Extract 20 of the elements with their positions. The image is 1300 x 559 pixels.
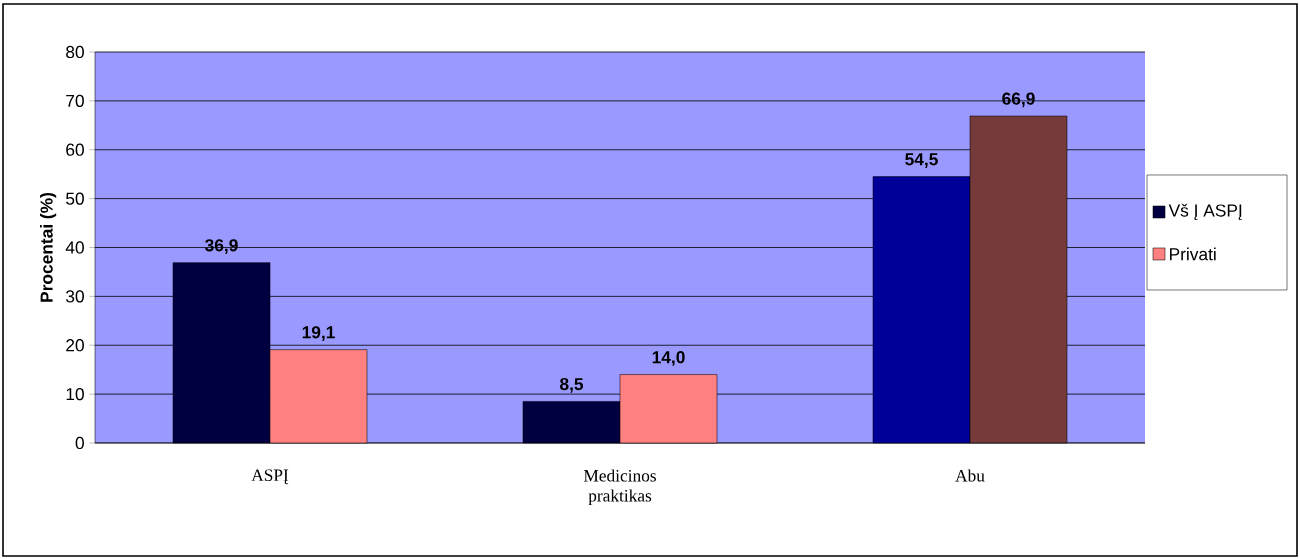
y-axis-title: Procentai (%) — [40, 192, 57, 302]
data-label: 54,5 — [905, 153, 938, 168]
legend-label: Vš Į ASPĮ — [1168, 203, 1242, 221]
y-tick-label: 80 — [66, 45, 84, 59]
x-tick-label: Medicinos praktikas — [583, 469, 656, 506]
data-label: 8,5 — [560, 377, 584, 393]
y-tick-label: 50 — [66, 192, 84, 205]
y-tick-label: 20 — [66, 339, 84, 352]
y-tick-label: 30 — [66, 290, 84, 303]
y-tick-label: 10 — [66, 387, 84, 401]
legend-label: Privati — [1170, 247, 1216, 261]
x-tick-label: ASPĮ — [251, 469, 289, 485]
data-label: 14,0 — [652, 351, 685, 366]
y-tick-label: 0 — [75, 436, 84, 450]
data-label: 19,1 — [302, 326, 335, 341]
x-tick-label: Abu — [955, 469, 985, 482]
y-tick-label: 40 — [65, 241, 84, 254]
y-tick-label: 70 — [66, 94, 84, 107]
y-tick-label: 60 — [66, 143, 84, 156]
data-label: 66,9 — [1002, 92, 1035, 108]
